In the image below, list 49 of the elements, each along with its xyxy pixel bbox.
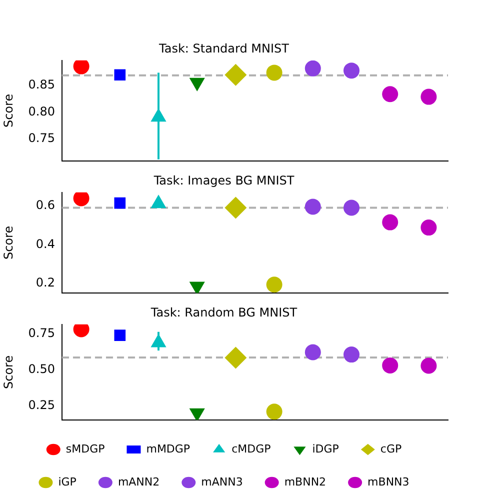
y-tick-label: 0.75 (28, 326, 55, 340)
point (420, 358, 437, 374)
y-tick-label: 0.25 (28, 398, 55, 412)
point (224, 346, 247, 369)
point (224, 196, 247, 219)
legend-label: iDGP (312, 442, 340, 456)
point (420, 88, 437, 105)
legend-label: cMDGP (232, 442, 272, 456)
legend-label: mANN3 (201, 475, 243, 488)
chart-title: Task: Standard MNIST (158, 41, 290, 56)
legend-label: mMDGP (146, 442, 190, 456)
y-tick-label: 0.80 (28, 104, 55, 118)
y-axis-title: Score (1, 94, 16, 128)
point (114, 69, 126, 81)
y-tick-label: 0.50 (28, 362, 55, 376)
y-tick-label: 0.6 (36, 198, 55, 212)
legend-label: mBNN2 (284, 475, 326, 488)
point (420, 220, 437, 236)
point (266, 276, 282, 293)
point (304, 60, 321, 76)
legend-label: mANN2 (118, 475, 160, 488)
point (189, 408, 205, 420)
legend-label: cGP (380, 442, 402, 456)
y-tick-label: 0.85 (28, 78, 55, 92)
legend-label: iGP (58, 475, 77, 488)
point (73, 60, 90, 74)
point (224, 64, 247, 86)
point (266, 64, 282, 81)
point (114, 330, 126, 341)
point (344, 346, 360, 363)
point (382, 214, 398, 230)
point (114, 197, 126, 209)
legend-label: sMDGP (66, 442, 106, 456)
y-tick-label: 0.4 (36, 236, 55, 251)
point (304, 198, 321, 215)
y-tick-label: 0.75 (28, 131, 55, 146)
y-tick-label: 0.2 (36, 276, 55, 290)
point (304, 344, 321, 360)
point (344, 200, 360, 216)
point (73, 192, 90, 206)
chart-title: Task: Images BG MNIST (152, 173, 295, 188)
point (382, 357, 398, 374)
point (382, 86, 398, 102)
chart-title: Task: Random BG MNIST (150, 305, 298, 320)
legend-label: mBNN3 (368, 475, 410, 488)
point (266, 404, 282, 420)
y-axis-title: Score (1, 355, 16, 390)
point (344, 62, 360, 79)
y-axis-title: Score (1, 226, 16, 260)
